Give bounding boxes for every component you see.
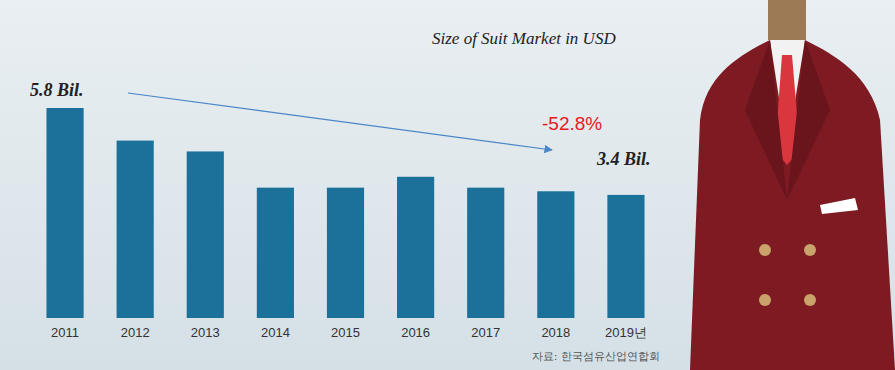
mannequin-neck: [768, 0, 806, 40]
x-tick: 2012: [121, 325, 150, 340]
button: [759, 294, 771, 306]
bar: [537, 191, 574, 318]
annotation: 3.4 Bil.: [596, 149, 651, 169]
bars: [46, 108, 644, 318]
x-tick-label: 2016: [401, 325, 430, 340]
x-tick-label: 2019년: [605, 325, 647, 340]
x-tick: 2015: [331, 325, 360, 340]
x-tick: 2011: [51, 325, 79, 340]
x-tick: 2017: [471, 325, 500, 340]
annotation: -52.8%: [542, 113, 602, 134]
jacket: [690, 40, 895, 370]
lapel: [745, 40, 830, 200]
pocket-square: [820, 198, 858, 214]
x-tick: 2018: [541, 325, 570, 340]
x-tick: 2013: [191, 325, 220, 340]
button: [804, 294, 816, 306]
bar: [187, 151, 224, 318]
x-tick: 2016: [401, 325, 430, 340]
button: [804, 244, 816, 256]
title: Size of Suit Market in USD: [432, 29, 616, 48]
bar: [327, 188, 364, 318]
x-tick-label: 2013: [191, 325, 220, 340]
bar: [257, 188, 294, 318]
bar: [117, 141, 154, 318]
x-tick-label: 2011: [51, 325, 79, 340]
annotation: 5.8 Bil.: [30, 80, 84, 100]
bar: [607, 195, 644, 318]
x-tick-label: 2018: [541, 325, 570, 340]
x-tick: 2014: [261, 325, 290, 340]
source: 자료: 한국섬유산업연합회: [532, 350, 660, 363]
x-axis: 2011 2012 2013 2014 2015 2016 2017 2018 2019년: [51, 325, 647, 340]
x-tick: 2019년: [605, 325, 647, 340]
bar: [46, 108, 83, 318]
trend-arrow: [128, 93, 552, 150]
bar: [397, 177, 434, 318]
x-tick-label: 2012: [121, 325, 150, 340]
x-tick-label: 2014: [261, 325, 290, 340]
chart: 2011 2012 2013 2014 2015 2016 2017 2018 2019년 Siz…: [0, 0, 895, 370]
x-tick-label: 2015: [331, 325, 360, 340]
mannequin-illustration: [690, 0, 895, 370]
background: [0, 0, 895, 370]
button: [759, 244, 771, 256]
x-tick-label: 2017: [471, 325, 500, 340]
bar: [467, 188, 504, 318]
